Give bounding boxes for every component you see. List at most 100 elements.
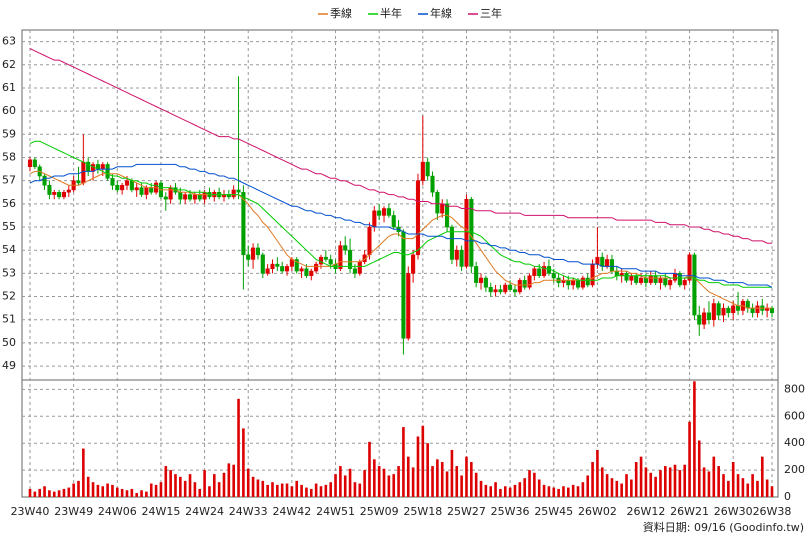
volume-bar bbox=[406, 456, 410, 497]
candle-body bbox=[381, 208, 387, 216]
candle-body bbox=[474, 266, 479, 283]
candle-body bbox=[129, 180, 134, 191]
candle-body bbox=[575, 280, 581, 288]
candle-body bbox=[668, 280, 673, 286]
candle-body bbox=[178, 192, 183, 200]
x-tick-label: 24W51 bbox=[316, 505, 355, 518]
volume-bar bbox=[48, 490, 51, 497]
candle-body bbox=[100, 164, 105, 170]
candle-body bbox=[27, 159, 33, 168]
volume-bar bbox=[343, 475, 347, 497]
candle-body bbox=[134, 187, 139, 191]
volume-bar bbox=[668, 467, 672, 497]
candle-body bbox=[464, 198, 469, 267]
volume-bar bbox=[125, 490, 129, 497]
candle-body bbox=[120, 185, 125, 191]
volume-bar bbox=[339, 466, 342, 497]
candle-body bbox=[110, 178, 115, 186]
volume-bar bbox=[445, 471, 449, 497]
candle-body bbox=[299, 268, 304, 272]
volume-bar bbox=[450, 449, 454, 497]
volume-bar bbox=[610, 478, 614, 497]
candle-body bbox=[61, 192, 66, 198]
volume-bar bbox=[644, 467, 648, 497]
y-tick-label: 54 bbox=[2, 243, 16, 256]
volume-bar bbox=[596, 449, 599, 497]
candle-body bbox=[634, 275, 639, 283]
volume-bar bbox=[120, 488, 124, 497]
volume-bar bbox=[130, 488, 134, 497]
volume-bar bbox=[683, 464, 687, 497]
candle-body bbox=[348, 249, 353, 269]
volume-bar bbox=[625, 474, 628, 497]
volume-bar bbox=[591, 462, 594, 497]
volume-bar bbox=[741, 478, 745, 497]
candle-body bbox=[488, 287, 493, 293]
candle-body bbox=[648, 275, 653, 283]
candle-body bbox=[275, 263, 280, 267]
y2-tick-label: 0 bbox=[784, 490, 791, 503]
x-tick-label: 24W06 bbox=[98, 505, 137, 518]
candle-body bbox=[168, 187, 173, 200]
y-tick-label: 60 bbox=[2, 104, 16, 117]
volume-bar bbox=[242, 428, 245, 497]
x-tick-label: 23W49 bbox=[54, 505, 93, 518]
candle-body bbox=[522, 280, 527, 288]
volume-bar bbox=[479, 480, 483, 497]
y-tick-label: 51 bbox=[2, 313, 16, 326]
volume-bar bbox=[576, 486, 580, 497]
candle-body bbox=[47, 185, 52, 195]
candle-body bbox=[517, 280, 522, 293]
volume-bar bbox=[305, 487, 308, 497]
legend-label: 季線 bbox=[330, 6, 352, 20]
candle-body bbox=[716, 303, 721, 316]
volume-bar bbox=[503, 486, 507, 497]
candle-body bbox=[255, 247, 260, 256]
volume-bar bbox=[280, 483, 284, 497]
y-tick-label: 63 bbox=[2, 35, 16, 48]
volume-bar bbox=[581, 482, 585, 497]
y-tick-label: 62 bbox=[2, 58, 16, 71]
volume-bar bbox=[198, 488, 202, 497]
volume-bar bbox=[300, 484, 303, 497]
volume-bar bbox=[174, 474, 177, 497]
candle-body bbox=[726, 307, 731, 314]
candle-body bbox=[139, 187, 144, 195]
candle-body bbox=[721, 307, 726, 316]
volume-bar bbox=[678, 470, 682, 497]
candle-body bbox=[692, 254, 697, 316]
candle-body bbox=[66, 189, 71, 193]
volume-bar bbox=[329, 482, 332, 497]
candle-body bbox=[624, 273, 629, 281]
volume-bar bbox=[106, 483, 109, 497]
volume-bar bbox=[387, 475, 391, 497]
volume-bar bbox=[358, 483, 362, 497]
volume-bar bbox=[552, 487, 556, 497]
candle-body bbox=[736, 305, 741, 311]
candle-body bbox=[508, 284, 513, 290]
candle-body bbox=[454, 249, 459, 260]
x-tick-label: 23W40 bbox=[11, 505, 50, 518]
y-tick-label: 50 bbox=[2, 336, 16, 349]
volume-bar bbox=[702, 467, 706, 497]
legend-label: 年線 bbox=[430, 6, 452, 20]
candle-body bbox=[629, 275, 634, 281]
candle-body bbox=[420, 161, 425, 181]
volume-bar bbox=[731, 462, 735, 497]
volume-bar bbox=[499, 488, 502, 497]
volume-bar bbox=[416, 436, 420, 497]
x-tick-label: 24W15 bbox=[142, 505, 181, 518]
candle-body bbox=[352, 268, 357, 274]
x-tick-label: 24W33 bbox=[229, 505, 268, 518]
volume-bar bbox=[91, 482, 95, 497]
candle-body bbox=[571, 280, 576, 286]
volume-bar bbox=[57, 490, 61, 497]
candle-body bbox=[658, 277, 663, 283]
volume-bar bbox=[620, 483, 623, 497]
volume-bar bbox=[377, 466, 381, 497]
candle-body bbox=[105, 164, 110, 179]
candle-body bbox=[42, 175, 47, 186]
volume-bar bbox=[508, 487, 512, 497]
volume-bar bbox=[86, 476, 90, 497]
